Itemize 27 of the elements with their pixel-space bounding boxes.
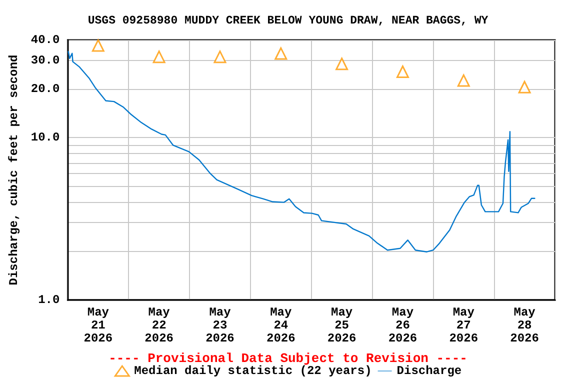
y-tick-label: 1.0 — [38, 293, 60, 307]
y-tick-label: 30.0 — [30, 53, 60, 68]
x-tick-label: May 26 2026 — [388, 306, 418, 346]
point — [92, 39, 104, 52]
x-tick-label: May 24 2026 — [266, 306, 296, 346]
point — [214, 50, 226, 64]
x-tick-label: May 22 2026 — [144, 306, 174, 346]
x-tick-label: May 28 2026 — [510, 306, 539, 346]
point — [396, 65, 409, 78]
point — [274, 47, 288, 60]
point — [336, 58, 348, 70]
x-tick-label: May 21 2026 — [84, 306, 113, 346]
x-tick-label: May 27 2026 — [449, 306, 478, 346]
line-series — [68, 51, 536, 252]
y-tick-label: 20.0 — [30, 82, 60, 96]
y-tick-label: 40.0 — [30, 33, 60, 47]
chart-title: USGS 09258980 MUDDY CREEK BELOW YOUNG DRAW, NEAR BAGGS, WY — [88, 14, 488, 28]
point — [518, 80, 531, 94]
point — [152, 50, 166, 64]
x-tick-label: May 25 2026 — [327, 306, 356, 346]
legend-label: Discharge — [396, 364, 462, 378]
y-tick-label: 10.0 — [30, 130, 60, 145]
legend-label: Median daily statistic (22 years) — [134, 364, 372, 378]
text: ---- Provisional Data Subject to Revision ---- — [108, 351, 468, 366]
y-axis-title: Discharge, cubic feet per second — [7, 54, 21, 286]
point — [457, 74, 470, 87]
x-tick-label: May 23 2026 — [206, 306, 234, 346]
